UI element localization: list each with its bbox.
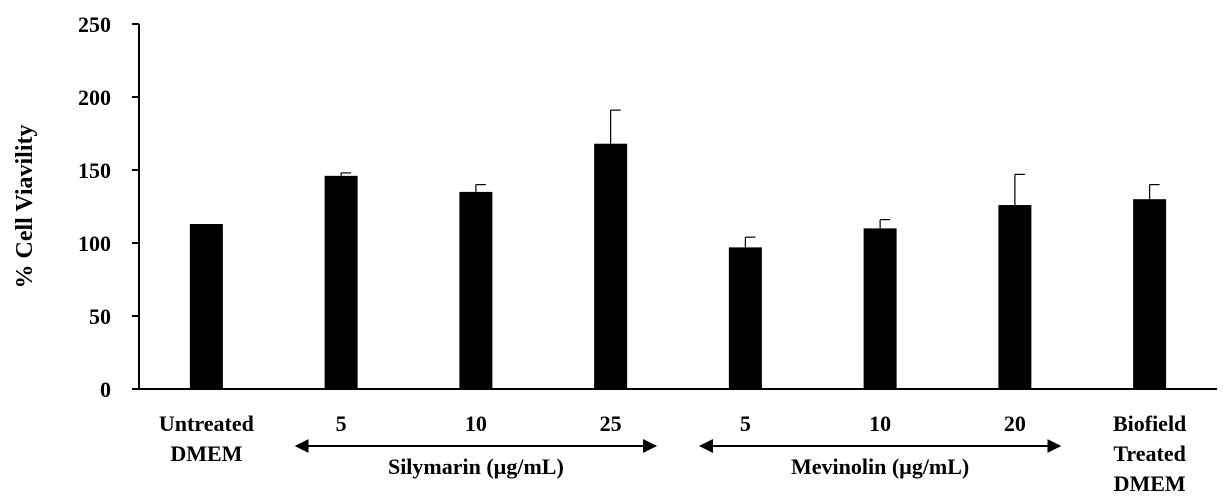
y-tick-label: 150	[78, 158, 111, 183]
y-tick-label: 250	[78, 12, 111, 37]
bar	[728, 247, 762, 389]
x-tick-label: 20	[1004, 411, 1026, 436]
y-axis-label: % Cell Viavility	[12, 125, 38, 289]
x-tick-label: 5	[336, 411, 347, 436]
x-tick-label: Biofield	[1113, 411, 1186, 436]
category-labels: Untreated DMEM 5 10 25 5 10 20 Biofield Treated DM…	[159, 411, 1186, 496]
bar	[863, 228, 897, 389]
y-tick-label: 100	[78, 231, 111, 256]
error-bars	[340, 109, 1160, 248]
group-label: Silymarin (µg/mL)	[388, 454, 564, 479]
x-tick-label: Untreated	[159, 411, 254, 436]
x-tick-label: 10	[465, 411, 487, 436]
group-label: Mevinolin (µg/mL)	[791, 454, 969, 479]
x-tick-label: Treated	[1113, 441, 1186, 466]
bar	[594, 143, 628, 389]
y-tick-label: 0	[100, 377, 111, 402]
bar	[459, 191, 493, 389]
group-brackets: Silymarin (µg/mL) Mevinolin (µg/mL)	[294, 439, 1062, 479]
x-tick-label: 25	[600, 411, 622, 436]
x-tick-label: DMEM	[170, 441, 242, 466]
bar	[189, 224, 223, 389]
bar	[998, 205, 1032, 389]
bars	[189, 143, 1167, 389]
bar	[1133, 199, 1167, 389]
y-axis-ticks: 0 50 100 150 200 250	[78, 12, 139, 402]
x-tick-label: 10	[869, 411, 891, 436]
y-tick-label: 200	[78, 85, 111, 110]
x-tick-label: DMEM	[1114, 471, 1186, 496]
x-tick-label: 5	[740, 411, 751, 436]
y-tick-label: 50	[89, 304, 111, 329]
bar	[324, 175, 358, 389]
